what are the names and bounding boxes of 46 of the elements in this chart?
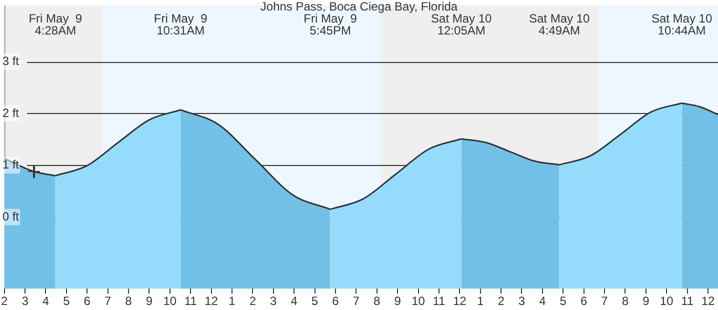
y-tick-label: 1 ft — [2, 158, 20, 172]
x-tick-label: 4 — [539, 294, 546, 308]
annotation: Fri May 9 5:45PM — [304, 11, 358, 38]
x-tick-label: 3 — [518, 294, 526, 308]
x-tick-label: 2 — [498, 294, 505, 308]
x-tick-label: 1 — [228, 294, 236, 308]
y-tick-label: 0 ft — [2, 209, 20, 224]
x-tick-label: 7 — [104, 294, 112, 308]
y-tick-label: 3 ft — [2, 54, 20, 68]
x-tick-label: 1 — [477, 294, 484, 308]
x-tick-label: 9 — [146, 294, 153, 308]
annotation: Sat May 10 10:44AM — [651, 11, 712, 38]
x-tick-label: 5 — [560, 294, 567, 308]
y-tick-label: 2 ft — [2, 106, 20, 120]
x-tick-label: 6 — [84, 294, 91, 308]
x-tick-label: 11 — [681, 294, 694, 308]
x-tick-label: 9 — [642, 294, 650, 308]
x-tick-label: 12 — [452, 294, 467, 308]
x-tick-label: 6 — [580, 294, 588, 308]
x-tick-label: 6 — [332, 294, 340, 308]
x-tick-label: 7 — [601, 294, 608, 308]
x-tick-label: 2 — [249, 294, 256, 308]
x-tick-label: 3 — [270, 294, 278, 308]
x-tick-label: 10 — [412, 294, 426, 308]
x-tick-label: 8 — [622, 294, 629, 308]
x-tick-label: 4 — [290, 294, 298, 308]
x-tick-label: 4 — [42, 294, 50, 308]
annotation: Sat May 10 4:49AM — [528, 11, 590, 38]
x-tick-label: 9 — [394, 294, 402, 308]
annotation: Fri May 9 10:31AM — [154, 11, 208, 38]
x-tick-label: 7 — [352, 294, 360, 308]
x-tick-label: 8 — [125, 294, 132, 308]
x-tick-label: 12 — [204, 294, 218, 308]
x-tick-label: 12 — [701, 294, 715, 308]
x-tick-label: 11 — [432, 294, 446, 308]
annotation: Fri May 9 4:28AM — [28, 11, 82, 38]
x-tick-label: 5 — [311, 294, 318, 308]
x-tick-label: 5 — [63, 294, 70, 308]
x-tick-label: 2 — [0, 294, 8, 308]
x-tick-label: 8 — [374, 294, 381, 308]
x-tick-label: 10 — [660, 294, 674, 308]
x-tick-label: 10 — [163, 294, 177, 308]
annotation: Sat May 10 12:05AM — [431, 11, 492, 38]
x-tick-label: 11 — [184, 294, 198, 308]
chart-title: Johns Pass, Boca Ciega Bay, Florida — [260, 0, 458, 14]
x-tick-label: 3 — [22, 294, 29, 308]
